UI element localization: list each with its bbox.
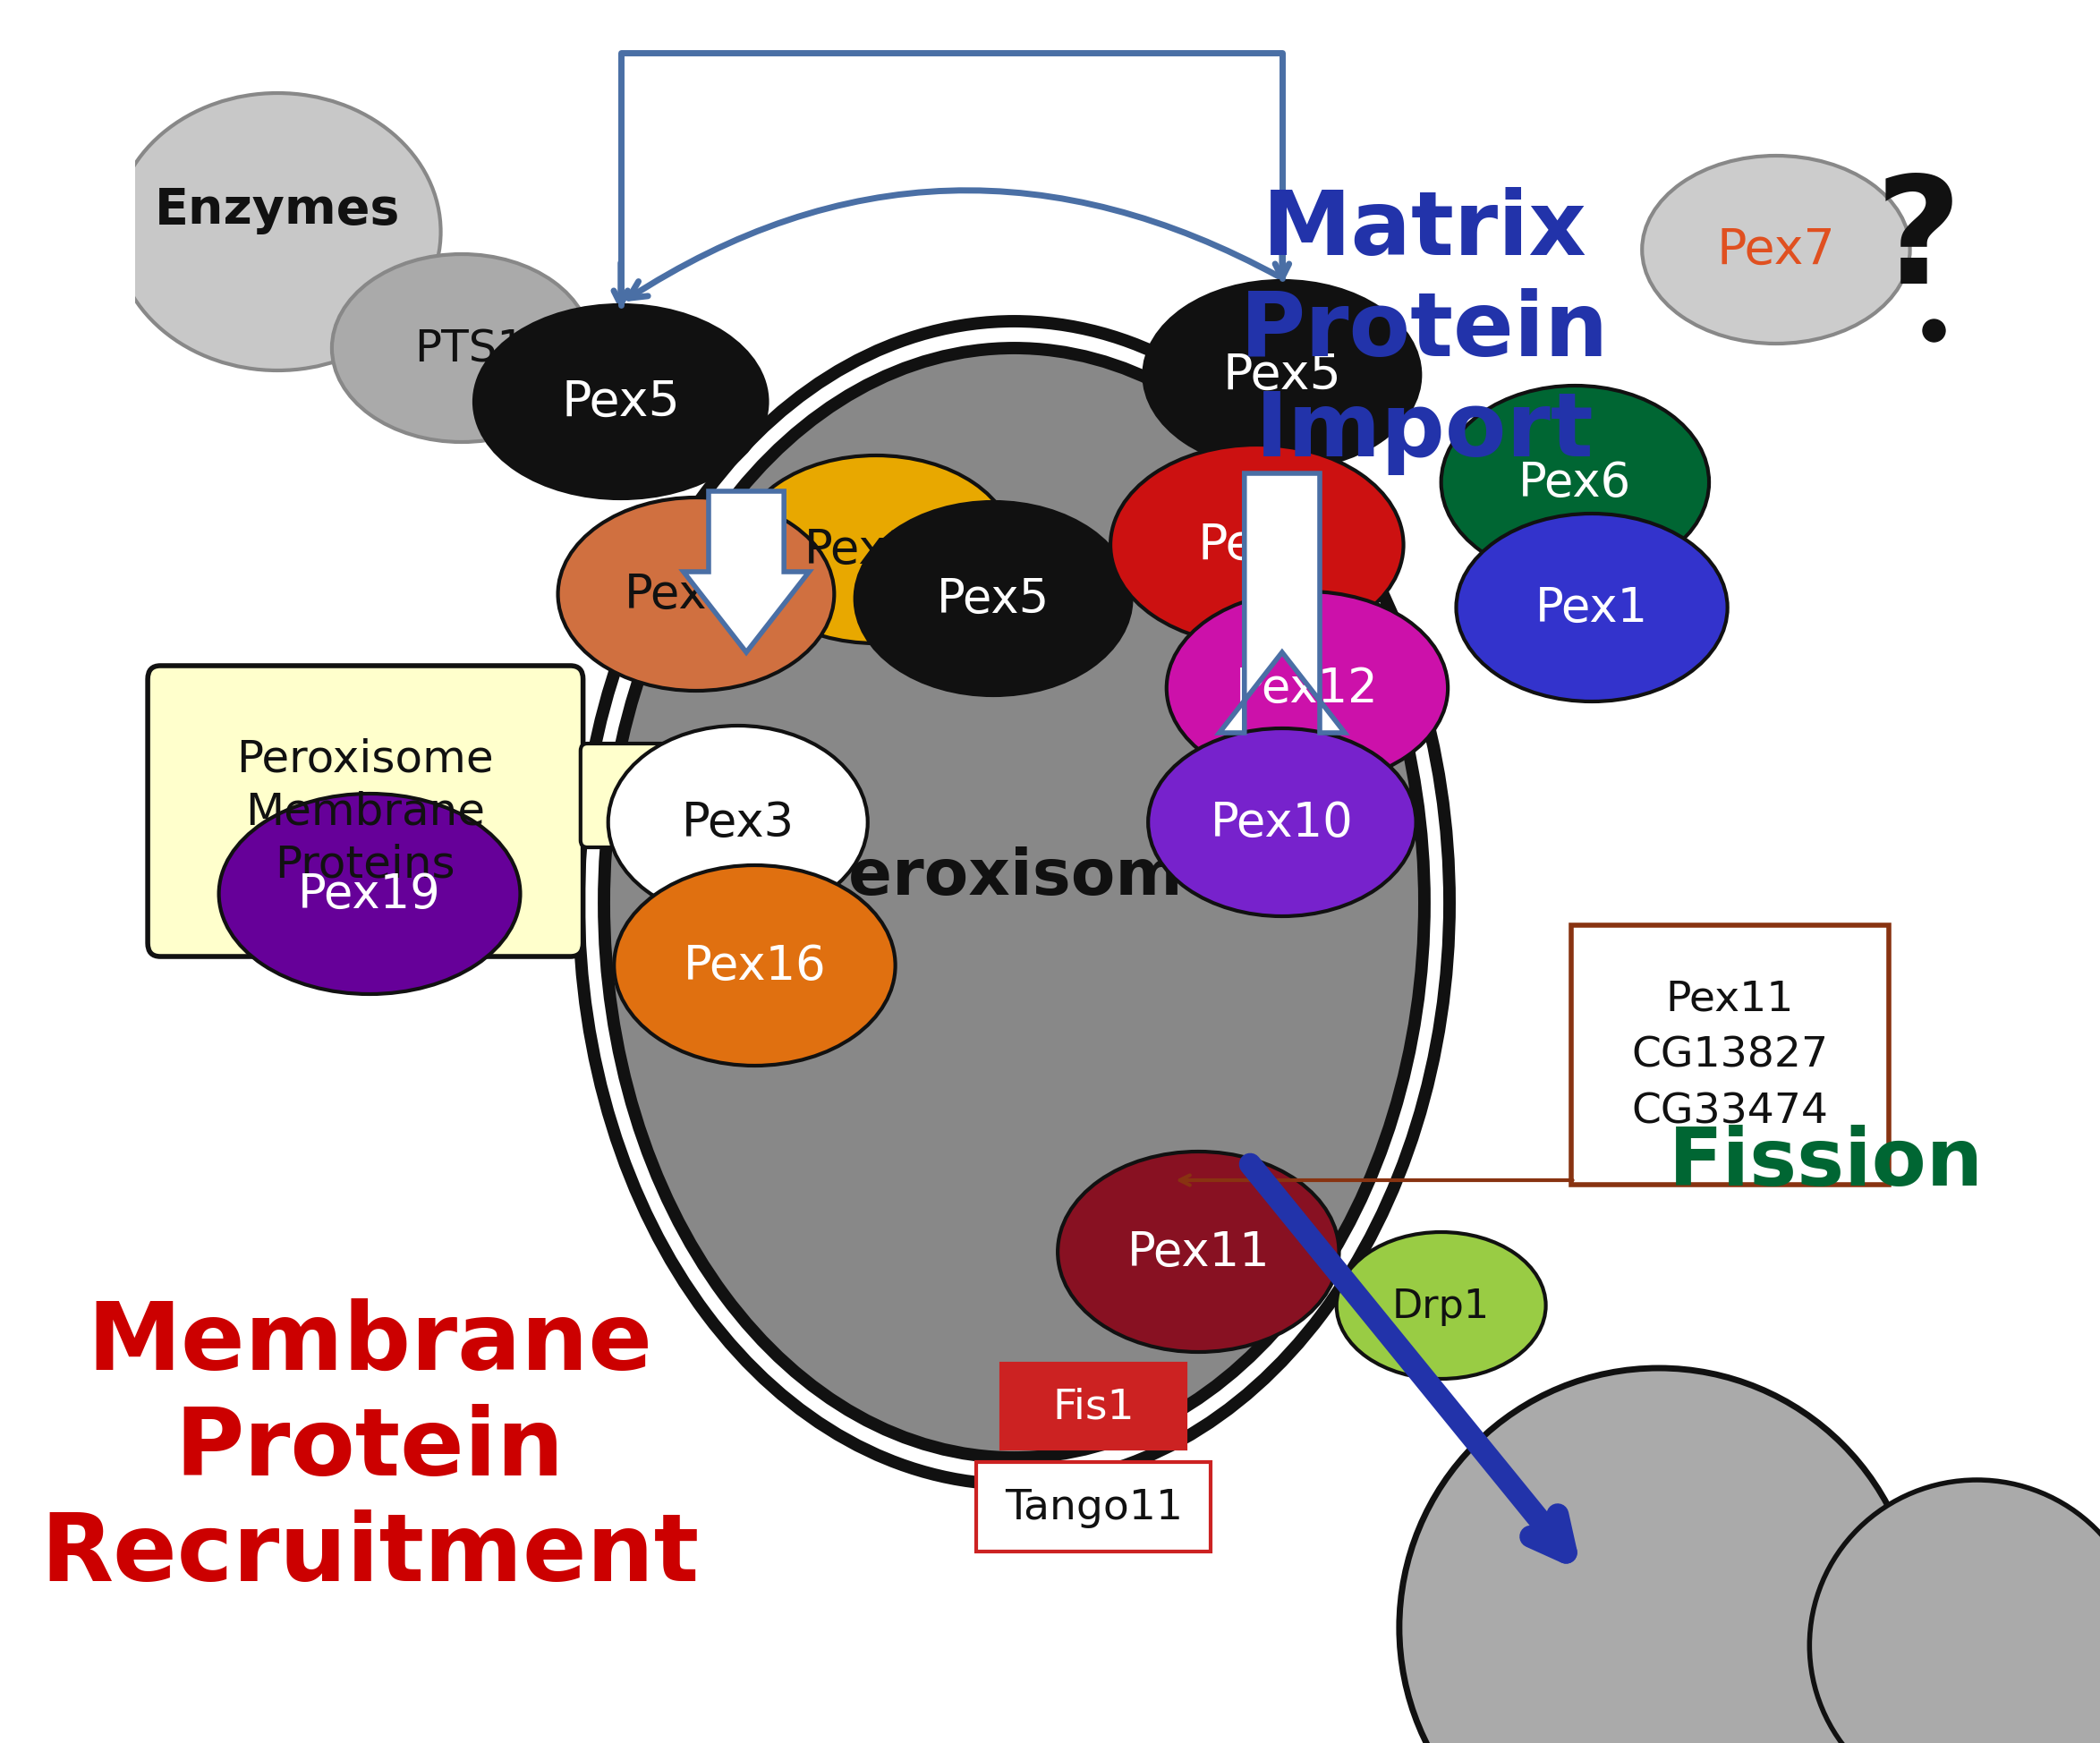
FancyBboxPatch shape bbox=[1002, 1363, 1186, 1448]
Text: Pex11: Pex11 bbox=[1128, 1229, 1270, 1276]
Text: Pex11
CG13827
CG33474: Pex11 CG13827 CG33474 bbox=[1632, 980, 1829, 1131]
FancyBboxPatch shape bbox=[977, 1462, 1212, 1551]
Ellipse shape bbox=[580, 322, 1449, 1485]
Text: Fis1: Fis1 bbox=[1052, 1386, 1134, 1426]
Text: Fission: Fission bbox=[1670, 1124, 1984, 1201]
Text: Pex12: Pex12 bbox=[1235, 666, 1378, 711]
Ellipse shape bbox=[1642, 157, 1911, 345]
Text: Pex6: Pex6 bbox=[1518, 460, 1632, 505]
Text: Pex5: Pex5 bbox=[561, 378, 680, 427]
Text: ?: ? bbox=[1875, 169, 1961, 314]
Ellipse shape bbox=[737, 457, 1014, 643]
Text: PTS1: PTS1 bbox=[414, 328, 525, 370]
Ellipse shape bbox=[1111, 446, 1403, 645]
Ellipse shape bbox=[613, 866, 895, 1067]
Polygon shape bbox=[1220, 474, 1344, 734]
Ellipse shape bbox=[332, 254, 592, 443]
Text: Membrane
Protein
Recruitment: Membrane Protein Recruitment bbox=[40, 1297, 699, 1600]
Text: Pex1: Pex1 bbox=[1535, 586, 1648, 631]
Text: Pex5: Pex5 bbox=[1222, 352, 1342, 399]
FancyBboxPatch shape bbox=[580, 744, 695, 847]
Text: Matrix
Protein
Import: Matrix Protein Import bbox=[1239, 187, 1609, 474]
FancyBboxPatch shape bbox=[1571, 926, 1890, 1185]
Text: Pex7: Pex7 bbox=[1716, 227, 1835, 275]
Text: Tango11: Tango11 bbox=[1004, 1487, 1182, 1527]
Ellipse shape bbox=[1168, 593, 1447, 784]
Text: Pex13: Pex13 bbox=[804, 526, 947, 573]
Text: Pex16: Pex16 bbox=[682, 943, 825, 988]
Ellipse shape bbox=[1144, 282, 1420, 469]
Ellipse shape bbox=[1058, 1152, 1340, 1353]
Text: Pex2: Pex2 bbox=[1197, 521, 1317, 570]
Ellipse shape bbox=[559, 498, 834, 692]
Ellipse shape bbox=[475, 305, 766, 498]
Text: Pex10: Pex10 bbox=[1210, 800, 1355, 845]
Ellipse shape bbox=[609, 727, 867, 919]
Text: Drp1: Drp1 bbox=[1392, 1286, 1491, 1325]
Ellipse shape bbox=[218, 795, 521, 995]
Polygon shape bbox=[682, 492, 809, 654]
Text: Pex19: Pex19 bbox=[298, 872, 441, 917]
Ellipse shape bbox=[1810, 1480, 2100, 1743]
Text: Pex14: Pex14 bbox=[624, 572, 766, 619]
Ellipse shape bbox=[1441, 387, 1709, 579]
Ellipse shape bbox=[605, 349, 1424, 1457]
Ellipse shape bbox=[1149, 729, 1415, 917]
Text: Pex3: Pex3 bbox=[682, 800, 794, 845]
Text: Peroxisome
Membrane
Proteins: Peroxisome Membrane Proteins bbox=[237, 737, 494, 885]
Ellipse shape bbox=[855, 502, 1132, 695]
FancyBboxPatch shape bbox=[147, 666, 584, 957]
Text: Pex5: Pex5 bbox=[937, 575, 1050, 622]
Ellipse shape bbox=[1455, 514, 1728, 702]
Text: Peroxisome: Peroxisome bbox=[802, 845, 1226, 908]
Text: Enzymes: Enzymes bbox=[155, 187, 401, 234]
Ellipse shape bbox=[113, 94, 441, 371]
Ellipse shape bbox=[1399, 1368, 1917, 1743]
Ellipse shape bbox=[1336, 1232, 1546, 1379]
